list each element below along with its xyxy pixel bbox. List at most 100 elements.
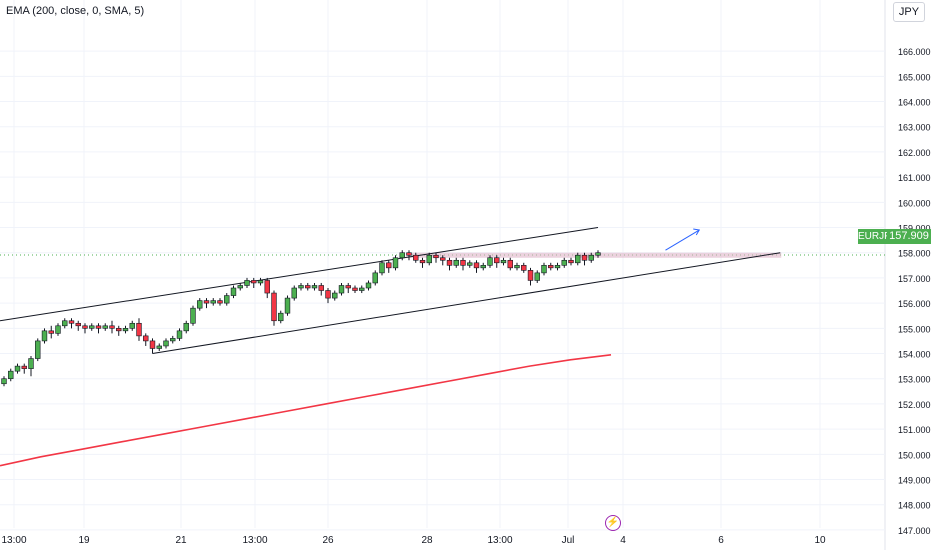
candle-body: [82, 325, 88, 329]
y-tick-label: 148.000: [898, 501, 931, 511]
candle-body: [581, 254, 588, 261]
candle-body: [359, 287, 365, 291]
candle-body: [264, 280, 270, 294]
x-tick-label: 10: [814, 535, 826, 546]
candle-body: [473, 262, 480, 269]
candle-body: [541, 265, 547, 274]
candle-body: [102, 325, 108, 329]
y-tick-label: 150.000: [898, 450, 931, 460]
candle-body: [149, 340, 156, 349]
candle-body: [325, 290, 331, 299]
candle-body: [440, 257, 446, 261]
arrow-head: [693, 228, 701, 236]
candle-body: [1, 378, 7, 385]
candle-body: [480, 265, 486, 269]
candle-body: [534, 272, 540, 281]
candle-body: [467, 262, 473, 266]
y-tick-label: 149.000: [898, 476, 931, 486]
candle-body: [514, 265, 520, 269]
candle-body: [48, 330, 54, 334]
x-tick-label: 28: [421, 535, 433, 546]
candle-body: [176, 330, 183, 339]
x-tick-label: 13:00: [487, 535, 512, 546]
candle-body: [487, 257, 493, 266]
candle-body: [392, 257, 399, 269]
currency-selector[interactable]: JPY: [893, 2, 925, 22]
candle-body: [554, 265, 561, 269]
last-price-tag: 157.909: [887, 229, 931, 244]
candle-body: [419, 259, 426, 264]
candle-body: [345, 285, 351, 289]
y-tick-label: 151.000: [898, 425, 931, 435]
y-tick-label: 147.000: [898, 526, 931, 536]
candle-body: [75, 322, 81, 327]
candle-body: [230, 287, 237, 296]
candle-body: [136, 322, 142, 337]
symbol-tag: EURJPY: [858, 229, 898, 244]
candle-body: [399, 252, 405, 259]
candle-body: [298, 285, 304, 289]
candle-body: [41, 330, 48, 342]
candle-body: [548, 265, 554, 269]
candle-body: [156, 345, 162, 349]
candle-body: [68, 320, 75, 324]
candle-body: [332, 292, 338, 299]
candle-body: [190, 307, 196, 324]
candle-body: [143, 335, 149, 342]
candle-body: [55, 325, 61, 334]
candle-body: [386, 262, 392, 269]
y-tick-label: 154.000: [898, 350, 931, 360]
candle-body: [305, 285, 311, 289]
y-tick-label: 153.000: [898, 375, 931, 385]
ema-line: [0, 353, 612, 467]
candle-body: [588, 254, 594, 261]
y-tick-label: 162.000: [898, 148, 931, 158]
candle-body: [284, 297, 291, 314]
y-tick-label: 156.000: [898, 299, 931, 309]
candle-body: [210, 300, 216, 304]
candle-body: [217, 300, 223, 304]
candle-body: [338, 285, 345, 294]
candle-body: [224, 295, 230, 304]
candle-body: [197, 300, 203, 309]
candle-body: [527, 270, 534, 281]
candle-body: [129, 322, 135, 329]
candle-body: [14, 365, 21, 372]
candle-body: [251, 280, 257, 284]
candle-body: [568, 259, 574, 264]
candle-body: [595, 252, 601, 256]
lightning-icon[interactable]: ⚡: [605, 515, 621, 531]
candle-body: [507, 259, 513, 269]
candle-body: [433, 254, 439, 259]
candle-body: [109, 325, 115, 329]
candle-body: [122, 328, 129, 332]
candle-body: [21, 365, 27, 369]
indicator-label[interactable]: EMA (200, close, 0, SMA, 5): [6, 5, 145, 17]
x-tick-label: 21: [175, 535, 187, 546]
x-tick-label: 13:00: [1, 535, 26, 546]
y-tick-label: 158.000: [898, 249, 931, 259]
candle-body: [291, 287, 297, 299]
candle-body: [8, 370, 14, 380]
candle-body: [406, 252, 412, 256]
candle-body: [89, 325, 95, 329]
candle-body: [575, 254, 581, 264]
candle-body: [257, 280, 264, 284]
candle-body: [494, 257, 500, 264]
candle-body: [413, 254, 419, 261]
candle-body: [163, 340, 169, 347]
x-tick-label: 19: [78, 535, 90, 546]
upper-channel-line: [0, 227, 599, 322]
y-tick-label: 160.000: [898, 198, 931, 208]
candle-body: [446, 259, 453, 266]
y-tick-label: 155.000: [898, 324, 931, 334]
projection-arrow: [665, 229, 700, 251]
y-tick-label: 163.000: [898, 123, 931, 133]
candle-body: [379, 262, 385, 274]
y-tick-label: 164.000: [898, 98, 931, 108]
x-tick-label: 26: [322, 535, 334, 546]
candle-body: [62, 320, 68, 327]
y-tick-label: 161.000: [898, 173, 931, 183]
